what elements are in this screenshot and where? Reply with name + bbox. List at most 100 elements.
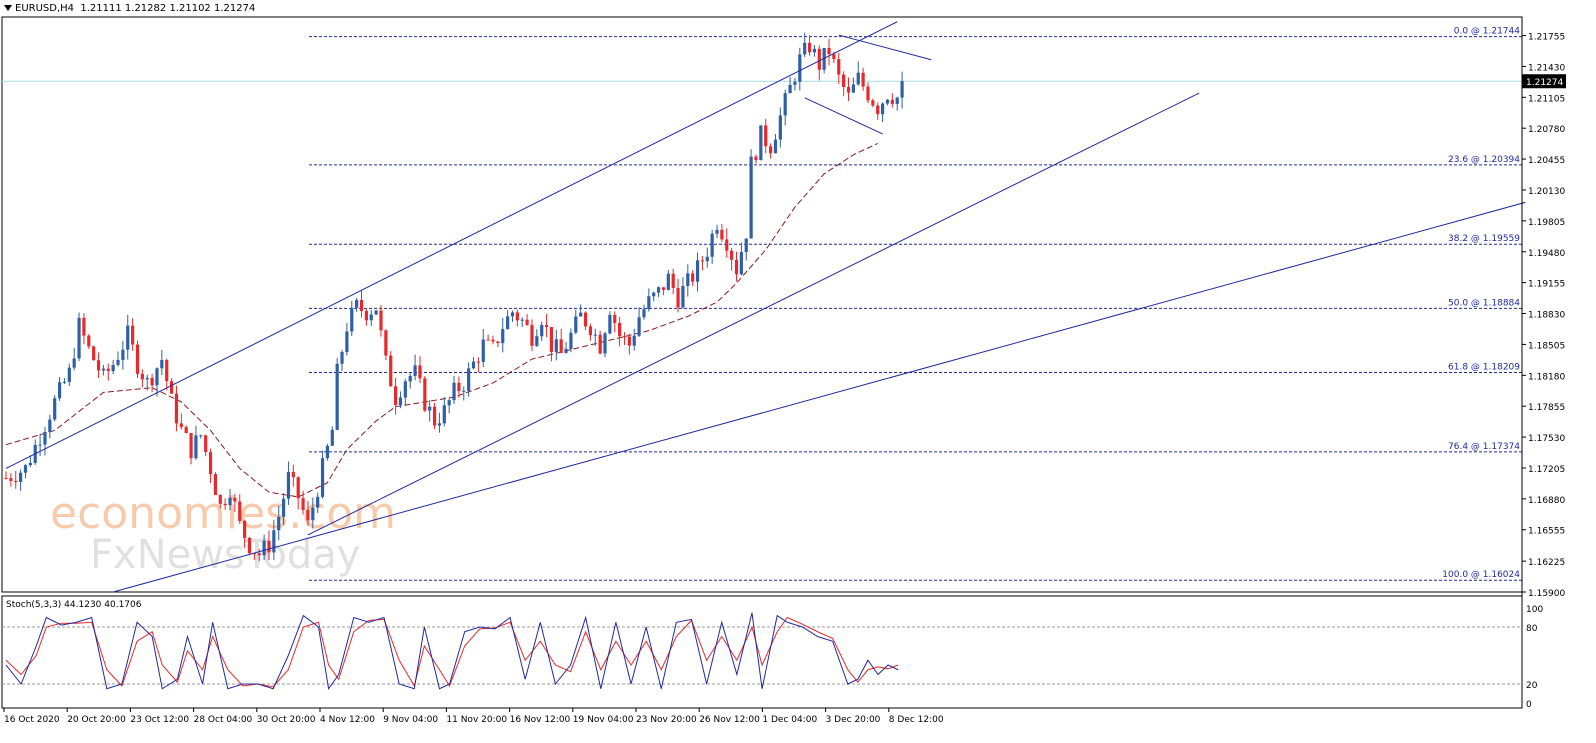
candle-body <box>773 139 778 154</box>
candle-body <box>442 405 446 424</box>
candle-body <box>272 530 276 553</box>
trendline <box>804 97 883 135</box>
time-axis: 16 Oct 2020 20 Oct 20:00 23 Oct 12:00 28 Oc… <box>3 708 944 725</box>
candle-body <box>369 314 373 321</box>
candle-body <box>613 314 617 323</box>
candle-body <box>861 72 865 87</box>
candle-body <box>169 381 174 394</box>
candle-body <box>798 54 802 82</box>
ma-line <box>5 142 878 498</box>
candle-body <box>160 360 164 369</box>
candle-body <box>204 435 208 453</box>
stoch-label: Stoch(5,3,3) 44.1230 40.1706 <box>6 600 142 610</box>
time-tick-label: 16 Oct 2020 <box>4 715 60 725</box>
candle-body <box>311 507 315 521</box>
chart-header: EURUSD,H4 1.21111 1.21282 1.21102 1.2127… <box>4 3 255 14</box>
candle-body <box>111 364 115 372</box>
candle-body <box>471 361 476 369</box>
candle-body <box>491 339 495 342</box>
trendline <box>5 21 898 469</box>
candle-body <box>881 103 885 115</box>
price-tick-label: 1.17855 <box>1528 403 1565 413</box>
trendline <box>838 34 932 61</box>
candle-body <box>189 433 193 459</box>
candle-body <box>101 368 105 371</box>
candle-body <box>82 317 86 336</box>
candle-body <box>530 324 534 346</box>
symbol-label: EURUSD,H4 <box>15 3 75 14</box>
stoch-main-line <box>5 612 899 691</box>
candle-body <box>583 312 588 327</box>
candle-body <box>62 381 67 383</box>
candle-body <box>423 378 427 411</box>
candle-body <box>296 477 300 499</box>
candle-body <box>413 365 417 376</box>
candle-body <box>885 99 890 104</box>
candle-body <box>510 312 515 317</box>
fib-level-label: 100.0 @ 1.16024 <box>1442 570 1520 580</box>
moving-average <box>5 142 878 498</box>
candle-body <box>744 238 748 253</box>
candle-body <box>652 292 656 297</box>
candle-body <box>749 156 753 239</box>
price-tick-label: 1.19480 <box>1528 249 1565 259</box>
candle-body <box>817 48 821 70</box>
candle-body <box>262 540 266 556</box>
candle-body <box>525 319 529 325</box>
price-tick-label: 1.19805 <box>1528 218 1565 228</box>
watermark-line1: economies.com <box>50 488 396 539</box>
candle-body <box>457 382 461 392</box>
candle-body <box>467 368 471 391</box>
candle-body <box>851 84 855 93</box>
candle-body <box>759 125 763 161</box>
candle-body <box>23 465 28 473</box>
candle-body <box>165 360 169 382</box>
time-tick-label: 9 Nov 04:00 <box>383 715 438 725</box>
candle-body <box>116 359 120 365</box>
candle-body <box>588 326 592 336</box>
candle-body <box>700 260 705 262</box>
candle-body <box>408 375 412 382</box>
candle-body <box>559 339 563 353</box>
candle-body <box>496 341 500 344</box>
candle-body <box>866 86 870 101</box>
candle-body <box>622 336 627 338</box>
price-tick-label: 1.20780 <box>1528 125 1565 135</box>
candle-body <box>506 316 510 330</box>
candle-body <box>793 81 797 85</box>
candle-body <box>350 307 354 332</box>
candle-body <box>715 229 719 234</box>
candle-body <box>252 553 256 555</box>
candle-body <box>267 540 271 553</box>
candle-body <box>374 310 378 315</box>
candle-body <box>730 250 734 260</box>
candle-body <box>238 501 242 521</box>
collapse-triangle-icon[interactable] <box>4 5 12 11</box>
candle-body <box>569 332 573 349</box>
candle-body <box>145 377 149 380</box>
fibonacci-levels: 0.0 @ 1.21744 23.6 @ 1.20394 38.2 @ 1.1955… <box>309 27 1522 581</box>
candle-body <box>38 444 42 446</box>
time-tick-label: 23 Oct 12:00 <box>130 715 189 725</box>
time-tick-label: 1 Dec 04:00 <box>762 715 817 725</box>
candle-body <box>277 516 281 531</box>
trendline <box>307 92 1200 536</box>
price-tick-label: 1.21755 <box>1528 33 1565 43</box>
current-price-label: 1.21274 <box>1526 78 1563 88</box>
price-tick-label: 1.19155 <box>1528 280 1565 290</box>
candle-body <box>72 358 76 368</box>
candle-body <box>398 397 403 405</box>
candle-body <box>710 233 714 257</box>
candle-body <box>725 239 729 251</box>
price-tick-label: 1.20130 <box>1528 187 1565 197</box>
price-axis: 1.21755 1.21430 1.21105 1.20780 1.20455 1.201… <box>1521 17 1566 708</box>
price-tick-label: 1.16880 <box>1528 496 1565 506</box>
candle-body <box>666 273 670 291</box>
fib-level-label: 76.4 @ 1.17374 <box>1448 442 1520 452</box>
candle-body <box>656 287 661 293</box>
candle-body <box>627 336 631 346</box>
time-tick-label: 16 Nov 12:00 <box>510 715 571 725</box>
candle-body <box>355 299 359 308</box>
price-tick-label: 1.17205 <box>1528 465 1565 475</box>
candle-body <box>452 382 456 401</box>
